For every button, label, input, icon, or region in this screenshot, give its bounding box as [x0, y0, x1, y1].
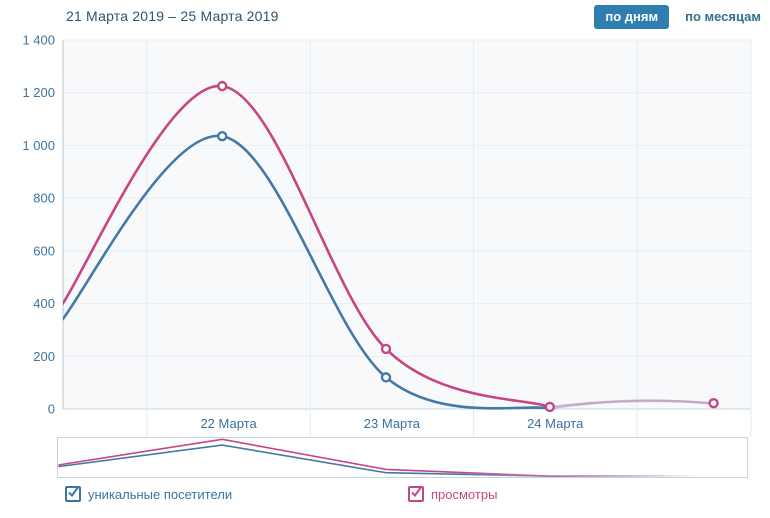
checkmark-icon — [411, 485, 423, 498]
data-point-marker[interactable] — [216, 131, 228, 142]
data-point-marker[interactable] — [380, 343, 392, 355]
data-point-marker[interactable] — [544, 401, 555, 413]
y-tick-label: 600 — [33, 243, 55, 258]
gridlines — [62, 39, 752, 437]
views-checkbox[interactable] — [408, 485, 424, 502]
x-tick-label: 23 Марта — [364, 416, 421, 431]
mode-by-months-button[interactable]: по месяцам — [683, 5, 763, 29]
x-tick-label: 24 Марта — [527, 416, 584, 431]
x-axis-labels: 22 Марта 23 Марта 24 Марта — [200, 416, 584, 431]
plot-area — [63, 40, 751, 409]
data-point-marker[interactable] — [380, 372, 392, 383]
data-point-marker[interactable] — [708, 398, 719, 409]
date-range-title: 21 Марта 2019 – 25 Марта 2019 — [66, 8, 279, 24]
overview-strip[interactable] — [57, 437, 748, 478]
overview-box[interactable] — [57, 437, 748, 478]
y-tick-label: 1 200 — [22, 85, 55, 100]
visitors-checkbox[interactable] — [65, 485, 81, 502]
y-tick-label: 0 — [48, 402, 55, 417]
series-markers-visitors — [216, 131, 392, 383]
overview-line-views — [58, 438, 714, 477]
data-point-marker[interactable] — [216, 80, 228, 92]
checkmark-icon — [68, 485, 80, 498]
y-tick-label: 1 400 — [22, 33, 55, 48]
mode-by-days-button[interactable]: по дням — [594, 5, 670, 29]
series-line-faded-visitors — [549, 399, 714, 410]
series-line-faded-views — [549, 399, 714, 409]
series-line-visitors — [63, 134, 552, 410]
x-tick-label: 22 Марта — [200, 416, 257, 431]
y-tick-label: 800 — [33, 191, 55, 206]
views-label: просмотры — [431, 486, 498, 502]
line-chart: 1 400 1 200 1 000 800 600 400 200 0 22 Марта 23 М… — [22, 33, 752, 478]
y-axis-labels: 1 400 1 200 1 000 800 600 400 200 0 — [22, 33, 55, 417]
legend-item-visitors[interactable]: уникальные посетители — [65, 485, 233, 502]
visitors-label: уникальные посетители — [88, 486, 233, 502]
chart-header: 21 Марта 2019 – 25 Марта 2019 по дням по… — [0, 0, 770, 32]
series-markers-views — [216, 80, 719, 413]
y-tick-label: 400 — [33, 296, 55, 311]
series-line-views — [63, 84, 552, 409]
legend-item-views[interactable]: просмотры — [408, 485, 498, 502]
mode-switch: по дням по месяцам — [594, 5, 763, 29]
y-tick-label: 200 — [33, 349, 55, 364]
y-tick-label: 1 000 — [22, 138, 55, 153]
